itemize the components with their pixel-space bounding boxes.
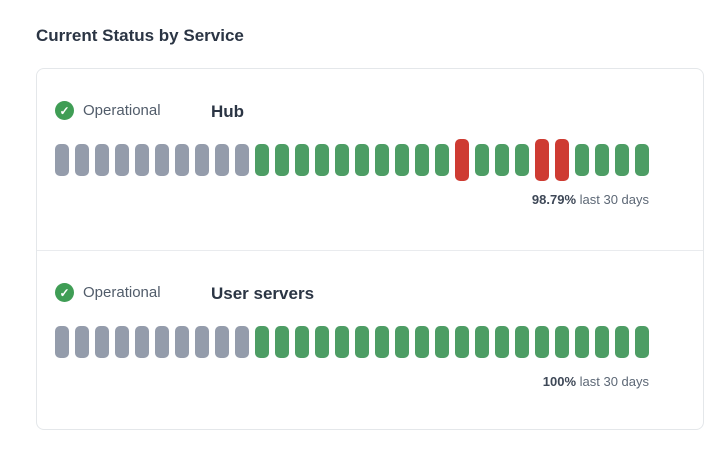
uptime-bar-gray	[95, 144, 109, 176]
check-circle-icon: ✓	[55, 101, 74, 120]
uptime-bar-green	[255, 144, 269, 176]
page-title: Current Status by Service	[36, 26, 244, 45]
uptime-bar-gray	[135, 326, 149, 358]
uptime-bar-green	[615, 144, 629, 176]
uptime-bar-green	[395, 326, 409, 358]
uptime-bar-green	[495, 144, 509, 176]
uptime-bar-green	[515, 326, 529, 358]
uptime-bar-green	[395, 144, 409, 176]
uptime-caption: last 30 days	[579, 374, 649, 389]
uptime-bar-gray	[155, 326, 169, 358]
check-circle-icon: ✓	[55, 283, 74, 302]
uptime-bar-green	[435, 144, 449, 176]
uptime-bar-green	[595, 144, 609, 176]
uptime-bar-green	[575, 144, 589, 176]
uptime-bar-green	[375, 144, 389, 176]
uptime-bar-gray	[215, 326, 229, 358]
uptime-bars	[55, 139, 649, 181]
status-container: ✓ Operational Hub 98.79% last 30 days ✓ …	[36, 68, 704, 430]
uptime-bar-gray	[75, 326, 89, 358]
uptime-bar-gray	[75, 144, 89, 176]
uptime-bar-green	[375, 326, 389, 358]
uptime-bar-gray	[115, 144, 129, 176]
uptime-bar-gray	[215, 144, 229, 176]
uptime-summary: 98.79% last 30 days	[55, 192, 649, 207]
uptime-bar-green	[335, 144, 349, 176]
service-name: Hub	[211, 102, 245, 121]
status-badge: ✓ Operational	[55, 283, 161, 302]
uptime-bar-gray	[95, 326, 109, 358]
uptime-bar-green	[275, 144, 289, 176]
uptime-bar-green	[275, 326, 289, 358]
uptime-bar-gray	[195, 144, 209, 176]
uptime-bar-green	[295, 326, 309, 358]
uptime-bar-gray	[195, 326, 209, 358]
uptime-bar-green	[535, 326, 549, 358]
service-card: ✓ Operational User servers 100% last 30 …	[37, 250, 703, 428]
uptime-bar-gray	[235, 326, 249, 358]
uptime-bar-gray	[115, 326, 129, 358]
uptime-bar-red	[455, 139, 469, 181]
uptime-bar-green	[335, 326, 349, 358]
uptime-bar-green	[415, 326, 429, 358]
uptime-bar-green	[615, 326, 629, 358]
uptime-bar-gray	[55, 144, 69, 176]
uptime-summary: 100% last 30 days	[55, 374, 649, 389]
uptime-bar-red	[535, 139, 549, 181]
uptime-bar-gray	[235, 144, 249, 176]
uptime-bar-green	[355, 326, 369, 358]
uptime-bar-gray	[135, 144, 149, 176]
uptime-bar-gray	[55, 326, 69, 358]
uptime-caption: last 30 days	[579, 192, 649, 207]
uptime-bar-gray	[155, 144, 169, 176]
uptime-bar-green	[515, 144, 529, 176]
uptime-bar-green	[495, 326, 509, 358]
uptime-bar-gray	[175, 326, 189, 358]
uptime-bar-green	[475, 144, 489, 176]
uptime-bar-gray	[175, 144, 189, 176]
status-badge: ✓ Operational	[55, 101, 161, 120]
uptime-bar-green	[475, 326, 489, 358]
uptime-bar-green	[415, 144, 429, 176]
uptime-percent: 98.79%	[531, 192, 576, 207]
uptime-bar-green	[575, 326, 589, 358]
service-name: User servers	[211, 284, 315, 303]
uptime-bar-green	[255, 326, 269, 358]
uptime-bar-red	[555, 139, 569, 181]
uptime-bar-green	[315, 326, 329, 358]
uptime-bars	[55, 321, 649, 363]
uptime-bar-green	[435, 326, 449, 358]
uptime-bar-green	[315, 144, 329, 176]
status-label: Operational	[83, 284, 161, 301]
uptime-bar-green	[595, 326, 609, 358]
service-card: ✓ Operational Hub 98.79% last 30 days	[37, 69, 703, 250]
uptime-bar-green	[635, 144, 649, 176]
uptime-bar-green	[355, 144, 369, 176]
uptime-bar-green	[295, 144, 309, 176]
status-label: Operational	[83, 102, 161, 119]
uptime-bar-green	[635, 326, 649, 358]
uptime-bar-green	[555, 326, 569, 358]
uptime-percent: 100%	[542, 374, 576, 389]
uptime-bar-green	[455, 326, 469, 358]
